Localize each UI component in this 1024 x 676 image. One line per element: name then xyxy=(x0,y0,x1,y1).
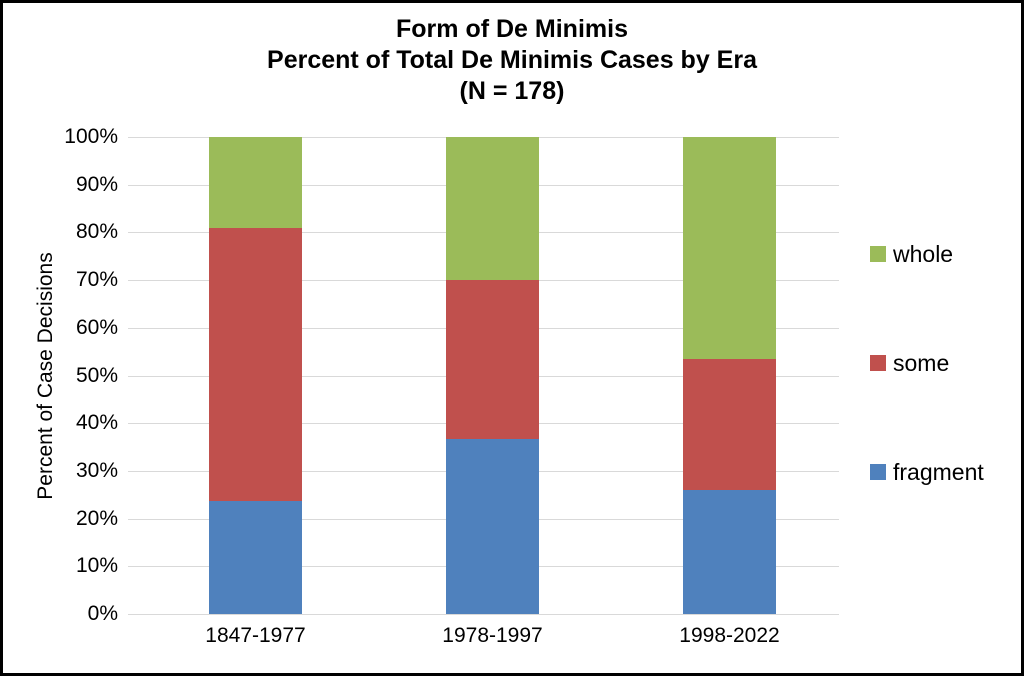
x-axis-label-1978-1997: 1978-1997 xyxy=(442,624,543,647)
bar-segment-fragment-1978-1997 xyxy=(446,438,539,614)
bar-segment-fragment-1847-1977 xyxy=(209,501,302,614)
bar-segment-some-1978-1997 xyxy=(446,280,539,439)
legend-swatch-some xyxy=(870,355,886,371)
y-tick-label-60: 60% xyxy=(75,315,118,339)
legend-entry-fragment: fragment xyxy=(870,458,984,485)
y-tick-label-50: 50% xyxy=(75,363,118,387)
x-axis-label-1998-2022: 1998-2022 xyxy=(679,624,780,647)
legend-swatch-whole xyxy=(870,246,886,262)
bar-segment-some-1847-1977 xyxy=(209,228,302,502)
chart-title-line-1: Form of De Minimis xyxy=(396,15,628,43)
bar-segment-some-1998-2022 xyxy=(683,358,776,491)
y-tick-label-70: 70% xyxy=(75,268,118,292)
chart-title: Form of De Minimis Percent of Total De M… xyxy=(3,14,1021,107)
x-axis-label-1847-1977: 1847-1977 xyxy=(205,624,306,647)
plot-area xyxy=(128,137,839,615)
legend-swatch-fragment xyxy=(870,464,886,480)
bar-segment-whole-1998-2022 xyxy=(683,137,776,359)
y-tick-label-30: 30% xyxy=(75,458,118,482)
y-tick-label-0: 0% xyxy=(87,602,118,625)
chart-title-line-2: Percent of Total De Minimis Cases by Era xyxy=(267,46,757,74)
chart-title-line-3: (N = 178) xyxy=(459,77,565,105)
stacked-bar-1998-2022 xyxy=(683,137,776,614)
y-tick-label-20: 20% xyxy=(75,506,118,530)
legend-label-some: some xyxy=(893,349,950,376)
bar-segment-fragment-1998-2022 xyxy=(683,490,776,614)
bar-segment-whole-1978-1997 xyxy=(446,137,539,281)
gridline-0 xyxy=(128,614,839,615)
y-tick-label-90: 90% xyxy=(75,172,118,196)
legend-entry-whole: whole xyxy=(870,240,954,267)
legend-label-fragment: fragment xyxy=(893,458,984,485)
stacked-bar-1978-1997 xyxy=(446,137,539,614)
bar-segment-whole-1847-1977 xyxy=(209,137,302,229)
y-tick-label-100: 100% xyxy=(64,125,118,148)
legend-entry-some: some xyxy=(870,349,950,376)
y-tick-label-40: 40% xyxy=(75,411,118,435)
stacked-bar-1847-1977 xyxy=(209,137,302,614)
y-tick-label-10: 10% xyxy=(75,554,118,578)
y-tick-label-80: 80% xyxy=(75,220,118,244)
legend-label-whole: whole xyxy=(893,240,954,267)
